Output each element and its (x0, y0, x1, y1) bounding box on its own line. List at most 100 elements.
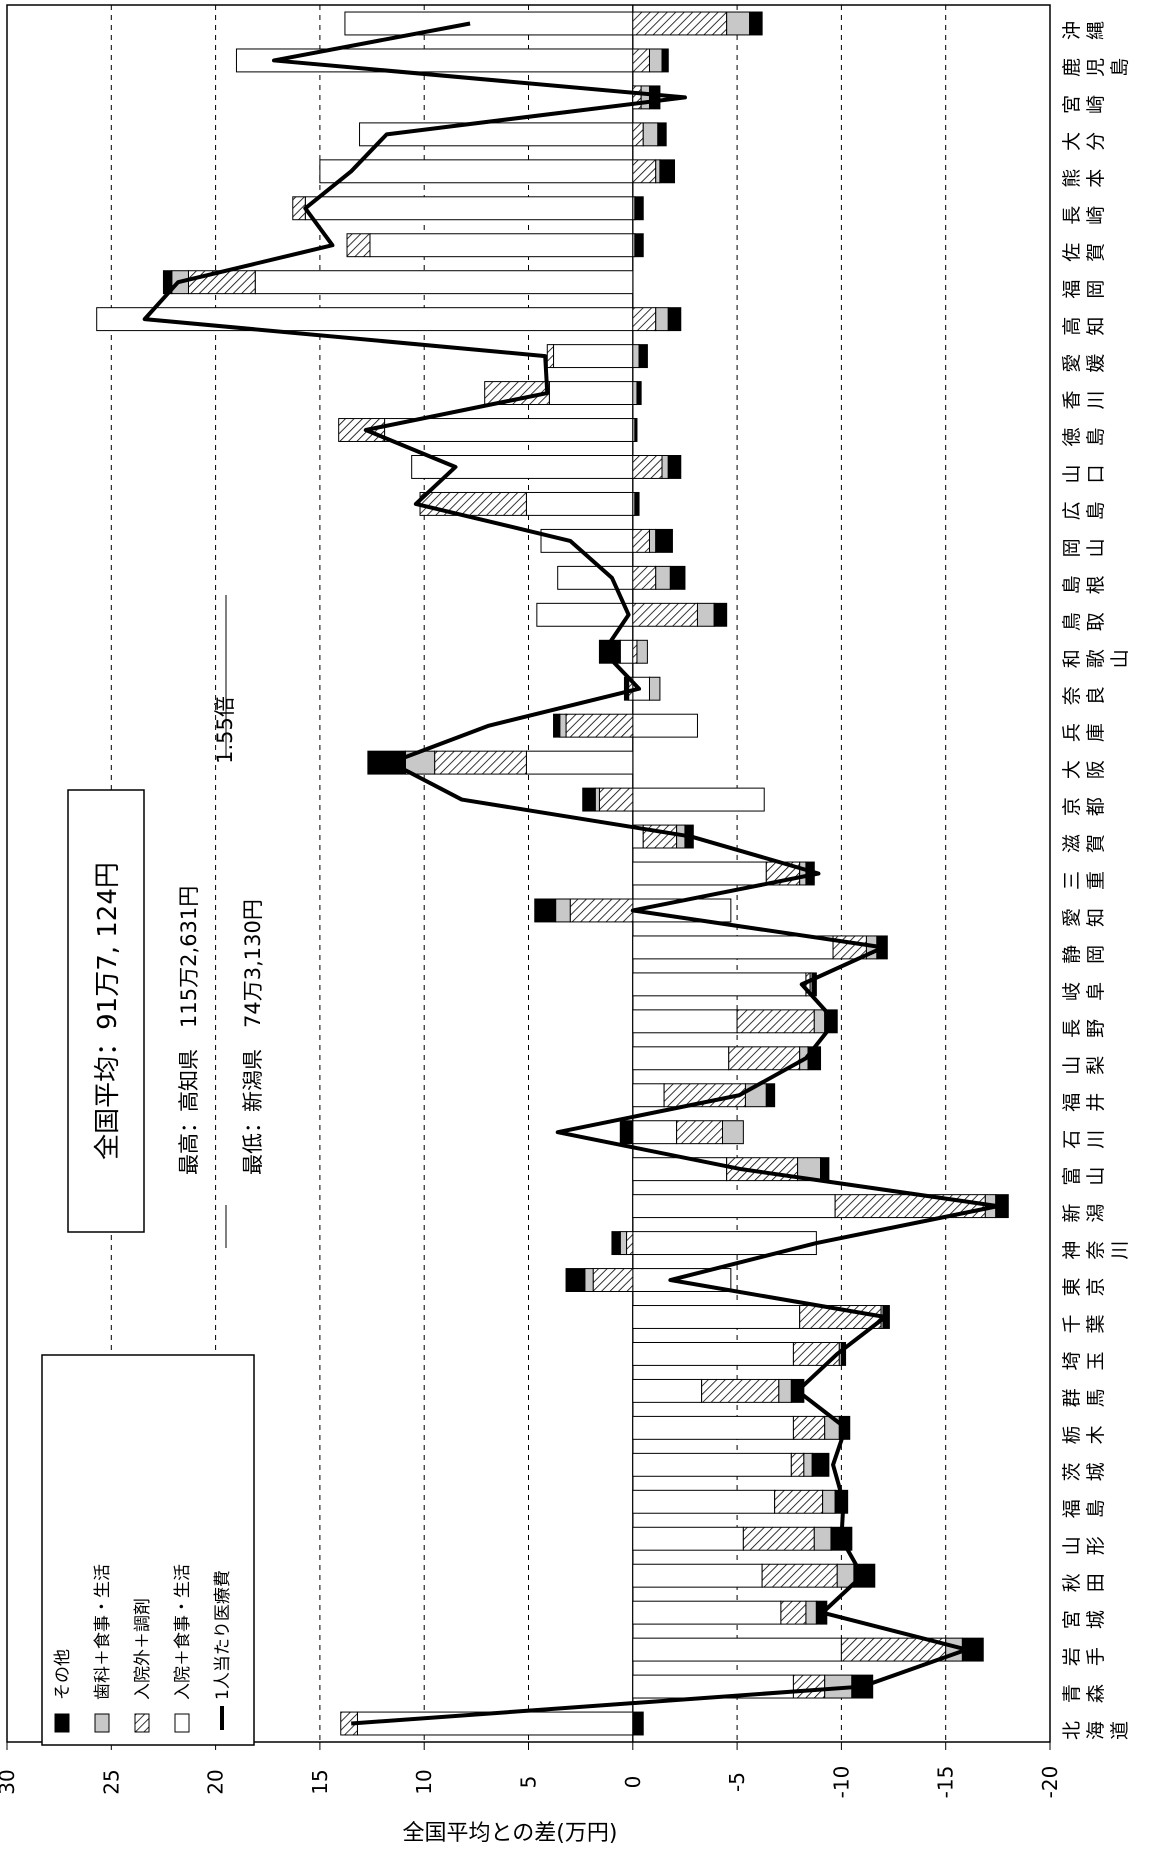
bar-segment (565, 713, 634, 738)
category-char: 福 (1061, 1093, 1083, 1112)
bar-segment (619, 639, 634, 664)
legend-label: 入院＋食事・生活 (173, 1564, 193, 1700)
tick-label: -5 (725, 1772, 749, 1792)
bar-segment (840, 1341, 847, 1366)
category-char: 川 (1085, 391, 1107, 410)
category-char: 城 (1085, 1462, 1107, 1481)
tick-label: 5 (517, 1776, 541, 1789)
category-char: 山 (1085, 538, 1107, 557)
category-char: 重 (1085, 871, 1107, 890)
category-char: 島 (1109, 58, 1131, 77)
bar-segment (632, 48, 650, 73)
bar-segment (632, 565, 657, 590)
category-char: 秋 (1061, 1573, 1083, 1592)
category-label: 山形 (1061, 1536, 1107, 1555)
bar-segment (594, 787, 600, 812)
category-char: 埼 (1061, 1351, 1083, 1370)
category-char: 潟 (1085, 1204, 1107, 1223)
category-char: 形 (1085, 1536, 1107, 1555)
category-label: 東京 (1061, 1278, 1107, 1297)
category-char: 井 (1085, 1093, 1107, 1112)
category-char: 静 (1061, 945, 1083, 964)
bar-segment (619, 1231, 628, 1256)
category-label: 熊本 (1061, 169, 1107, 188)
tick-label: -20 (1038, 1766, 1062, 1799)
bar-segment (540, 528, 634, 553)
category-char: 京 (1085, 1278, 1107, 1297)
bar-segment (632, 639, 638, 664)
bar-segment (792, 1415, 826, 1440)
category-char: 島 (1061, 575, 1083, 594)
category-char: 根 (1085, 575, 1107, 594)
category-label: 徳島 (1061, 428, 1107, 447)
bar-segment (822, 1489, 836, 1514)
category-char: 岡 (1085, 945, 1107, 964)
bar-segment (384, 418, 634, 442)
category-char: 歌 (1085, 649, 1107, 668)
bar-segment (484, 381, 550, 406)
bar-segment (749, 11, 763, 36)
legend: その他 歯科＋食事・生活 入院外＋調剤 入院＋食事・生活 1人当たり医療費 (41, 1354, 255, 1746)
category-char: 大 (1061, 132, 1083, 151)
bar-segment (546, 344, 555, 369)
bar-segment (557, 565, 634, 590)
category-char: 山 (1109, 649, 1131, 668)
category-char: 長 (1061, 206, 1083, 225)
legend-swatch (174, 1713, 190, 1733)
bar-segment (548, 381, 634, 406)
legend-label: 歯科＋食事・生活 (93, 1564, 113, 1700)
category-char: 知 (1085, 317, 1107, 336)
tick-label: 20 (204, 1769, 228, 1794)
bar-segment (96, 307, 634, 332)
category-label: 兵庫 (1061, 723, 1107, 742)
bar-segment (632, 1009, 738, 1034)
bar-segment (632, 602, 698, 627)
bar-segment (534, 898, 557, 923)
bar-segment (419, 491, 527, 516)
bar-segment (774, 1489, 824, 1514)
bar-segment (632, 344, 640, 369)
category-char: 神 (1061, 1241, 1083, 1260)
bar-segment (559, 713, 567, 738)
annotation-box: 全国平均：91万7, 124円 (67, 789, 145, 1233)
legend-entry: 歯科＋食事・生活 (93, 1564, 113, 1733)
bar-segment (813, 1009, 826, 1034)
bar-segment (778, 1378, 792, 1403)
bar-segment (584, 1268, 594, 1292)
category-char: 鳥 (1061, 612, 1083, 631)
category-char: 沖 (1061, 21, 1083, 40)
category-label: 宮城 (1061, 1610, 1107, 1629)
bar-segment (642, 122, 659, 147)
bar-segment (632, 455, 663, 479)
category-char: 山 (1061, 1536, 1083, 1555)
category-label: 和歌山 (1061, 649, 1131, 668)
value-axis-ticks: -20 -15 -10 -5 0 5 10 15 20 25 30 (0, 1742, 1062, 1798)
category-label: 青森 (1061, 1684, 1107, 1703)
bar-segment (669, 565, 686, 590)
category-labels: 北海道青 森岩 手宮 城秋 田山 形福 島茨 城栃 木群 馬埼 玉千 葉東 京神奈川新 潟富 山石 川福 井山梨… (1061, 21, 1131, 1740)
category-char: 青 (1061, 1684, 1083, 1703)
category-label: 山梨 (1061, 1056, 1107, 1075)
category-char: 宮 (1061, 95, 1083, 114)
legend-label: 1人当たり医療費 (213, 1570, 233, 1700)
bar-segment (636, 381, 642, 406)
bar-segment (805, 1600, 817, 1625)
category-char: 岐 (1061, 982, 1083, 1001)
category-char: 知 (1085, 908, 1107, 927)
bar-segment (820, 1157, 830, 1182)
highest-annotation: 最高：高知県 115万2,631円 (177, 886, 201, 1175)
category-char: 梨 (1085, 1056, 1107, 1075)
category-label: 大阪 (1061, 760, 1107, 779)
bar-segment (555, 898, 571, 923)
category-char: 島 (1085, 501, 1107, 520)
bar-segment (648, 48, 663, 73)
category-char: 葉 (1085, 1314, 1107, 1333)
bar-segment (713, 602, 728, 627)
category-char: 石 (1061, 1130, 1083, 1149)
tick-label: 0 (621, 1776, 645, 1789)
category-label: 神奈川 (1061, 1241, 1131, 1260)
bar-segment (187, 270, 256, 295)
bar-segment (619, 1120, 634, 1145)
category-label: 長崎 (1061, 206, 1107, 225)
